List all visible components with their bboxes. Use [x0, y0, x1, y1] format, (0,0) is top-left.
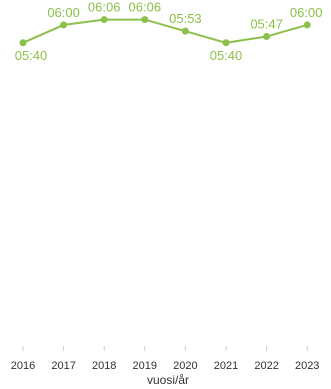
data-point [303, 21, 311, 29]
x-axis-title: vuosi/år [147, 373, 189, 387]
x-tick-label: 2016 [11, 360, 35, 372]
x-tick-label: 2017 [51, 360, 75, 372]
x-tick-label: 2020 [173, 360, 197, 372]
data-label: 05:53 [169, 11, 202, 26]
data-points [19, 16, 311, 47]
data-labels: 05:40 06:00 06:06 06:06 05:53 05:40 05:47 06:00 [15, 0, 323, 63]
data-label: 06:00 [47, 5, 80, 20]
data-label: 05:47 [250, 17, 283, 32]
x-tick-label: 2019 [133, 360, 157, 372]
data-label: 06:06 [129, 0, 162, 15]
data-label: 06:06 [88, 0, 121, 15]
x-tick-label: 2022 [254, 360, 278, 372]
x-tick-label: 2023 [295, 360, 319, 372]
x-tick-label: 2018 [92, 360, 116, 372]
data-label: 05:40 [15, 48, 48, 63]
data-point [60, 21, 68, 29]
data-label: 06:00 [290, 5, 323, 20]
data-point [181, 27, 189, 35]
data-point [100, 16, 108, 24]
series-line [22, 18, 308, 44]
data-point [263, 33, 271, 41]
x-tick-label: 2021 [214, 360, 238, 372]
data-point [222, 39, 230, 47]
x-axis: 2016 2017 2018 2019 2020 2021 2022 2023 [11, 346, 319, 372]
data-point [141, 16, 149, 24]
data-label: 05:40 [210, 48, 243, 63]
data-point [19, 39, 27, 47]
